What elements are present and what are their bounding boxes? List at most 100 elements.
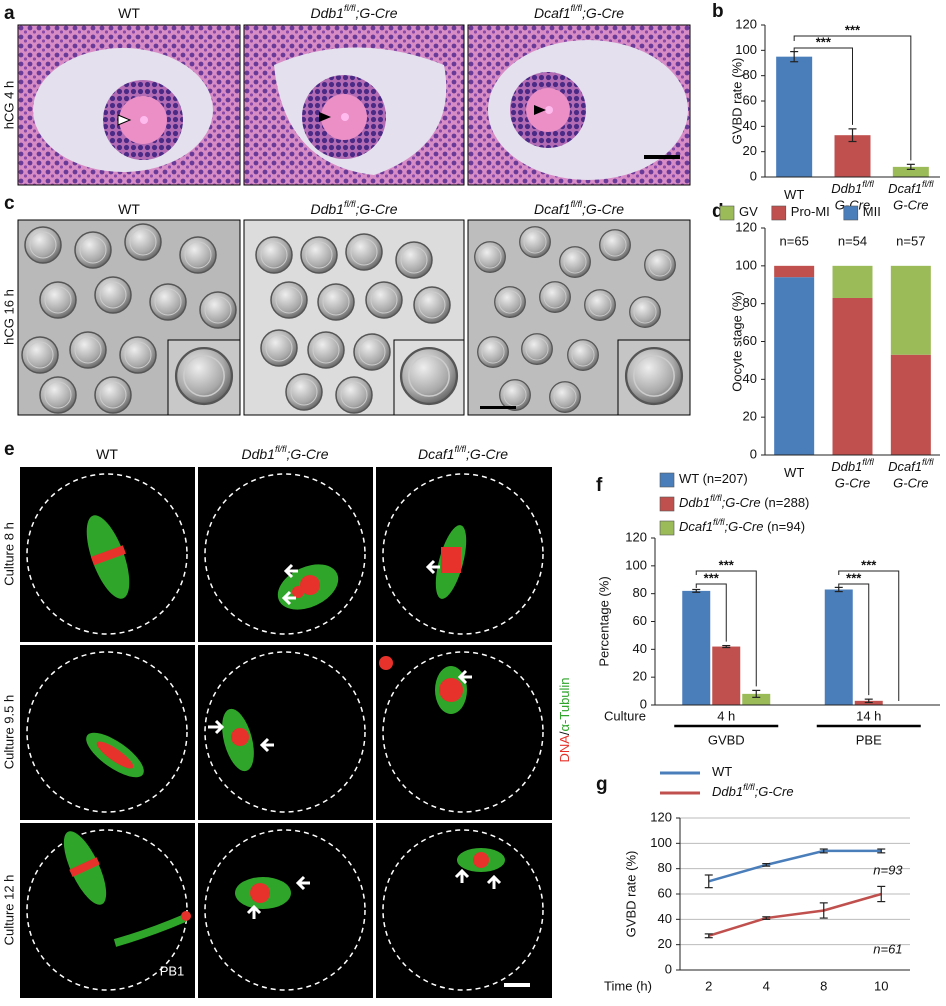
y-tick-label: 80 <box>633 585 647 600</box>
x-tick-label: Dcaf1fl/fl <box>888 457 934 474</box>
y-tick-label: 100 <box>735 257 757 272</box>
bar <box>742 693 771 705</box>
axis-line <box>764 228 940 456</box>
legend-label-note: (n=288) <box>761 495 810 510</box>
significance-label: *** <box>704 570 720 585</box>
panel-label: b <box>712 1 724 22</box>
column-title: Dcaf1fl/fl;G-Cre <box>534 3 624 20</box>
y-tick-label: 40 <box>633 641 647 656</box>
bar <box>712 646 741 705</box>
column-title-name: Dcaf1 <box>534 5 571 21</box>
bar <box>824 589 853 705</box>
line <box>708 892 882 937</box>
y-tick-label: 60 <box>743 333 757 348</box>
image-c-ddb1 <box>243 219 465 416</box>
x-tick-label: Ddb1fl/fl <box>831 179 875 196</box>
y-tick-label: 120 <box>625 529 647 544</box>
bar-segment <box>774 277 815 455</box>
y-tick-label: 40 <box>658 911 672 926</box>
column-title-name: Ddb1 <box>311 201 344 217</box>
bar <box>682 590 711 705</box>
significance-label: *** <box>816 34 832 49</box>
y-tick-label: 20 <box>743 409 757 424</box>
x-tick-label-name: Ddb1 <box>831 181 862 196</box>
panel-label: g <box>596 774 608 795</box>
legend-label-sup: fl/fl <box>743 782 756 792</box>
x-tick-label-sup: fl/fl <box>922 179 935 189</box>
column-title-name: WT <box>118 5 140 21</box>
bar-segment <box>890 354 931 455</box>
legend-label-note: (n=207) <box>699 471 748 486</box>
n-label: n=93 <box>873 862 903 877</box>
n-label: n=61 <box>873 941 902 956</box>
row-label: Culture 12 h <box>1 875 16 946</box>
legend-label: Ddb1fl/fl;G-Cre <box>712 782 794 799</box>
axis-line <box>679 818 910 971</box>
y-tick-label: 0 <box>750 446 757 461</box>
significance-bracket <box>695 583 727 642</box>
legend-swatch <box>719 205 735 221</box>
y-tick-label: 0 <box>640 696 647 711</box>
significance-bracket <box>695 570 757 687</box>
column-title-sup: fl/fl <box>344 199 357 209</box>
legend-label-sup: fl/fl <box>710 493 723 503</box>
significance-label: *** <box>719 557 735 572</box>
column-title: Dcaf1fl/fl;G-Cre <box>418 444 508 461</box>
bar-segment <box>832 297 873 455</box>
legend-label: Dcaf1fl/fl;G-Cre (n=94) <box>679 517 805 534</box>
bar-segment <box>832 265 873 298</box>
legend-label: Ddb1fl/fl;G-Cre (n=288) <box>679 493 809 510</box>
column-title-suffix: ;G-Cre <box>582 5 624 21</box>
column-title: WT <box>96 446 118 462</box>
column-title-sup: fl/fl <box>571 199 584 209</box>
n-label: n=57 <box>896 233 925 248</box>
x-tick-label: G-Cre <box>835 475 870 490</box>
legend-label-name: MII <box>863 204 881 219</box>
y-tick-label: 100 <box>650 835 672 850</box>
panel-label: a <box>4 3 15 24</box>
legend-label-name: Ddb1 <box>679 495 710 510</box>
column-title-name: WT <box>118 201 140 217</box>
legend-label-name: WT <box>712 764 732 779</box>
column-title-suffix: ;G-Cre <box>355 201 397 217</box>
x-tick-label: 4 <box>763 978 770 993</box>
group-label: GVBD <box>708 732 745 747</box>
x-tick-label-sup: fl/fl <box>922 457 935 467</box>
y-tick-label: 0 <box>750 168 757 183</box>
legend-label: WT (n=207) <box>679 471 748 486</box>
column-title-suffix: ;G-Cre <box>466 446 508 462</box>
bar <box>892 166 929 177</box>
x-tick-label-name: Dcaf1 <box>888 181 922 196</box>
y-tick-label: 80 <box>743 295 757 310</box>
column-title: Ddb1fl/fl;G-Cre <box>242 444 329 461</box>
y-tick-label: 20 <box>633 669 647 684</box>
y-tick-label: 60 <box>633 613 647 628</box>
significance-bracket <box>838 570 900 701</box>
legend-label-note: (n=94) <box>763 519 805 534</box>
y-tick-label: 80 <box>658 860 672 875</box>
x-tick-label-name: Dcaf1 <box>888 459 922 474</box>
legend-label-suffix: ;G-Cre <box>755 784 794 799</box>
row-label: Culture 8 h <box>1 522 16 586</box>
stain-dna: DNA <box>557 735 572 763</box>
n-label: n=65 <box>780 233 809 248</box>
legend-label-name: Ddb1 <box>712 784 743 799</box>
legend-label-suffix: ;G-Cre <box>724 519 763 534</box>
legend-label-name: Dcaf1 <box>679 519 713 534</box>
y-tick-label: 80 <box>743 67 757 82</box>
significance-label: *** <box>845 22 861 37</box>
column-title-sup: fl/fl <box>455 444 468 454</box>
column-title-name: Ddb1 <box>242 446 275 462</box>
stain-label: DNA/α-Tubulin <box>557 677 572 762</box>
x-tick-label: G-Cre <box>893 197 928 212</box>
significance-label: *** <box>846 570 862 585</box>
significance-bracket <box>793 35 912 161</box>
y-tick-label: 120 <box>650 809 672 824</box>
column-title-suffix: ;G-Cre <box>582 201 624 217</box>
x-tick-label: 10 <box>874 978 888 993</box>
bar <box>834 135 871 177</box>
n-label: n=54 <box>838 233 867 248</box>
column-title-sup: fl/fl <box>275 444 288 454</box>
column-title: Dcaf1fl/fl;G-Cre <box>534 199 624 216</box>
